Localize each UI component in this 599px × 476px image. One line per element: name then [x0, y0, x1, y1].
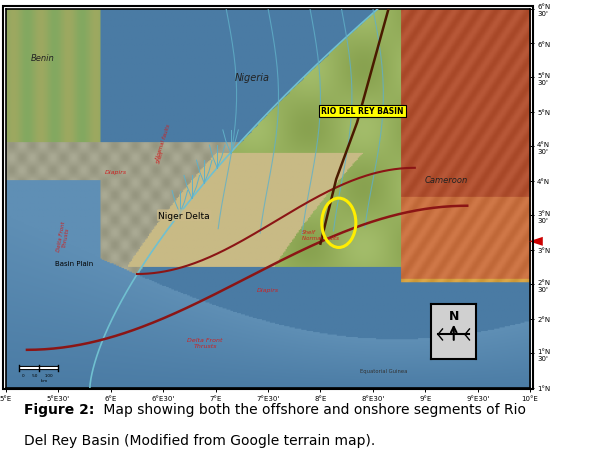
- Text: Normal faults: Normal faults: [155, 124, 171, 160]
- Text: Cameroon: Cameroon: [425, 175, 468, 184]
- Text: Basin Plain: Basin Plain: [55, 260, 93, 266]
- Text: Diapirs: Diapirs: [257, 287, 279, 292]
- Text: Delta Front
Thrusts: Delta Front Thrusts: [56, 220, 72, 253]
- Text: Delta Front
Thrusts: Delta Front Thrusts: [187, 337, 223, 348]
- Text: Niger Delta: Niger Delta: [158, 211, 210, 220]
- Text: Benin: Benin: [31, 54, 55, 63]
- Text: ◄: ◄: [529, 230, 543, 248]
- Text: Map showing both the offshore and onshore segments of Rio: Map showing both the offshore and onshor…: [99, 402, 526, 416]
- Text: Figure 2:: Figure 2:: [24, 402, 94, 416]
- Text: RIO DEL REY BASIN: RIO DEL REY BASIN: [321, 107, 404, 116]
- Text: Del Rey Basin (Modified from Google terrain map).: Del Rey Basin (Modified from Google terr…: [24, 433, 375, 447]
- Text: Diapirs: Diapirs: [105, 170, 127, 175]
- Text: Nigeria: Nigeria: [235, 73, 270, 83]
- Text: Shelf: Shelf: [156, 150, 165, 164]
- Text: 0      50      100
           km: 0 50 100 km: [22, 374, 53, 382]
- Text: N: N: [449, 309, 459, 322]
- Text: Shelf
Normal faults: Shelf Normal faults: [302, 229, 339, 240]
- Text: Equatorial Guinea: Equatorial Guinea: [359, 368, 407, 373]
